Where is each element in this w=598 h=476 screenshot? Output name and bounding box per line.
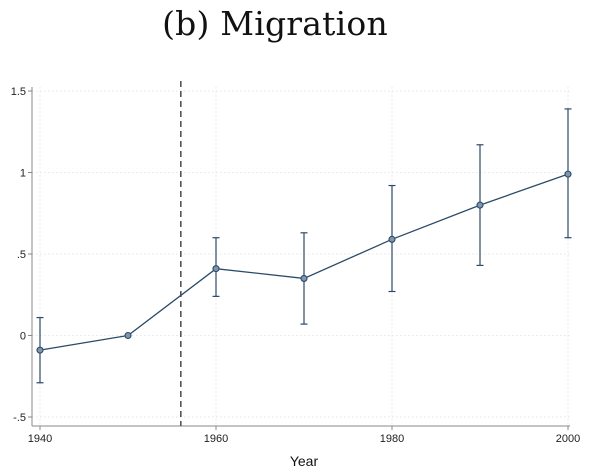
data-point-4 (388, 235, 396, 243)
y-tick-label-2: .5 (17, 249, 26, 261)
x-tick-label-3: 2000 (556, 433, 580, 445)
x-tick-label-2: 1980 (380, 433, 404, 445)
data-point-6 (564, 170, 572, 178)
chart-title: (b) Migration (162, 4, 388, 43)
y-tick-label-1: 0 (20, 331, 26, 343)
x-axis-title: Year (290, 453, 319, 469)
data-point-3 (300, 274, 308, 283)
y-tick-label-3: 1 (20, 168, 26, 180)
data-point-1 (124, 331, 132, 340)
data-point-5 (476, 201, 484, 209)
x-tick-label-1: 1960 (204, 433, 228, 445)
y-tick-label-0: -.5 (13, 412, 26, 424)
x-tick-label-0: 1940 (28, 433, 52, 445)
y-tick-label-4: 1.5 (11, 86, 26, 98)
data-point-0 (36, 346, 44, 354)
data-point-2 (212, 265, 220, 273)
